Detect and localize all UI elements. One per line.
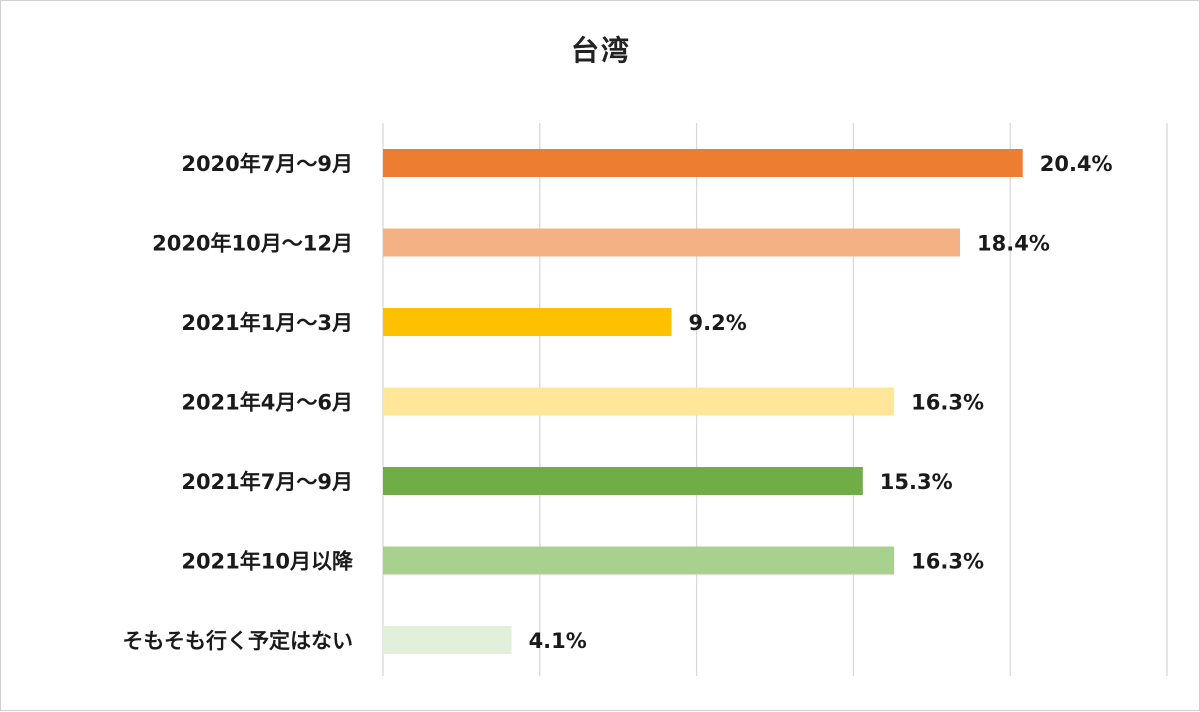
bar-3 [383, 387, 895, 416]
category-label-3: 2021年4月～6月 [181, 391, 353, 415]
value-label-6: 4.1% [529, 629, 587, 653]
bar-1 [383, 228, 961, 257]
value-label-5: 16.3% [911, 550, 984, 574]
category-label-0: 2020年7月～9月 [181, 152, 353, 176]
category-label-6: そもそも行く予定はない [122, 629, 353, 653]
bar-4 [383, 467, 863, 495]
bar-5 [383, 546, 895, 575]
value-label-2: 9.2% [689, 311, 747, 335]
value-label-4: 15.3% [880, 470, 953, 494]
value-label-3: 16.3% [911, 391, 984, 415]
category-label-5: 2021年10月以降 [181, 550, 354, 574]
chart-title: 台湾 [570, 34, 631, 67]
value-label-0: 20.4% [1040, 152, 1113, 176]
bar-6 [383, 626, 512, 654]
bar-0 [383, 149, 1023, 177]
category-label-1: 2020年10月～12月 [152, 232, 353, 256]
bars [383, 149, 1023, 654]
category-labels: 2020年7月～9月 2020年10月～12月 2021年1月～3月 2021年4月～… [122, 152, 354, 653]
category-label-4: 2021年7月～9月 [181, 470, 353, 494]
bar-2 [383, 308, 672, 336]
value-label-1: 18.4% [977, 232, 1050, 256]
category-label-2: 2021年1月～3月 [181, 311, 353, 335]
value-labels: 20.4% 18.4% 9.2% 16.3% 15.3% 16.3% 4.1% [529, 152, 1113, 653]
